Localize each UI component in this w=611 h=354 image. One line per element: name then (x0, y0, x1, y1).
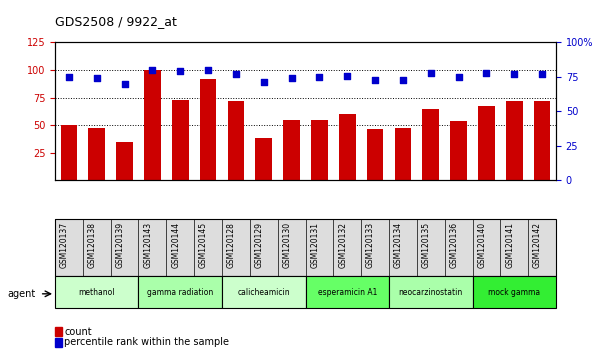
Point (231, 71, 241, 77)
Point (120, 81, 130, 87)
Point (426, 70, 436, 76)
Point (147, 67, 157, 73)
Point (203, 67, 213, 73)
FancyBboxPatch shape (472, 276, 556, 308)
Text: GSM120143: GSM120143 (144, 222, 152, 268)
Point (510, 71, 519, 77)
Text: GSM120136: GSM120136 (450, 222, 459, 268)
Bar (506, 101, 522, 180)
Point (92, 75, 101, 81)
Point (370, 77, 380, 82)
Text: mock gamma: mock gamma (488, 287, 540, 297)
FancyBboxPatch shape (306, 276, 389, 308)
Text: GDS2508 / 9922_at: GDS2508 / 9922_at (55, 15, 177, 28)
Bar (144, 70, 161, 180)
FancyBboxPatch shape (139, 276, 222, 308)
Text: GSM120134: GSM120134 (394, 222, 403, 268)
FancyBboxPatch shape (222, 276, 306, 308)
Text: calicheamicin: calicheamicin (238, 287, 290, 297)
Point (315, 74, 324, 80)
Text: GSM120140: GSM120140 (477, 222, 486, 268)
Text: gamma radiation: gamma radiation (147, 287, 213, 297)
Point (287, 75, 296, 81)
Text: neocarzinostatin: neocarzinostatin (398, 287, 463, 297)
Point (259, 80, 269, 85)
Bar (200, 79, 216, 180)
Bar (284, 120, 300, 180)
Point (481, 70, 491, 76)
FancyBboxPatch shape (389, 276, 472, 308)
Text: GSM120128: GSM120128 (227, 222, 236, 268)
Text: GSM120130: GSM120130 (282, 222, 291, 268)
Bar (478, 106, 495, 180)
Text: GSM120144: GSM120144 (171, 222, 180, 268)
Bar (311, 120, 327, 180)
Text: GSM120145: GSM120145 (199, 222, 208, 268)
Bar (339, 114, 356, 180)
Text: agent: agent (7, 289, 35, 299)
FancyBboxPatch shape (55, 276, 139, 308)
Text: percentile rank within the sample: percentile rank within the sample (64, 337, 229, 347)
Bar (534, 101, 551, 180)
Text: GSM120133: GSM120133 (366, 222, 375, 268)
Text: GSM120132: GSM120132 (338, 222, 347, 268)
Bar (255, 138, 272, 180)
Text: GSM120135: GSM120135 (422, 222, 431, 268)
Bar (450, 121, 467, 180)
Bar (172, 100, 189, 180)
Point (537, 71, 547, 77)
Point (454, 74, 464, 80)
FancyBboxPatch shape (55, 219, 556, 276)
Text: GSM120137: GSM120137 (60, 222, 69, 268)
Text: count: count (64, 327, 92, 337)
Text: GSM120139: GSM120139 (115, 222, 125, 268)
Point (342, 73, 352, 78)
Bar (116, 142, 133, 180)
Bar (227, 101, 244, 180)
Bar (422, 109, 439, 180)
Text: GSM120138: GSM120138 (88, 222, 97, 268)
Point (64, 74, 74, 80)
Text: GSM120129: GSM120129 (255, 222, 264, 268)
Bar (395, 129, 411, 180)
Point (175, 69, 185, 74)
Bar (89, 129, 105, 180)
Text: esperamicin A1: esperamicin A1 (318, 287, 377, 297)
Bar (367, 130, 384, 180)
Text: GSM120131: GSM120131 (310, 222, 320, 268)
Text: GSM120142: GSM120142 (533, 222, 542, 268)
Bar (60, 125, 77, 180)
Text: methanol: methanol (78, 287, 115, 297)
Point (398, 77, 408, 82)
Text: GSM120141: GSM120141 (505, 222, 514, 268)
